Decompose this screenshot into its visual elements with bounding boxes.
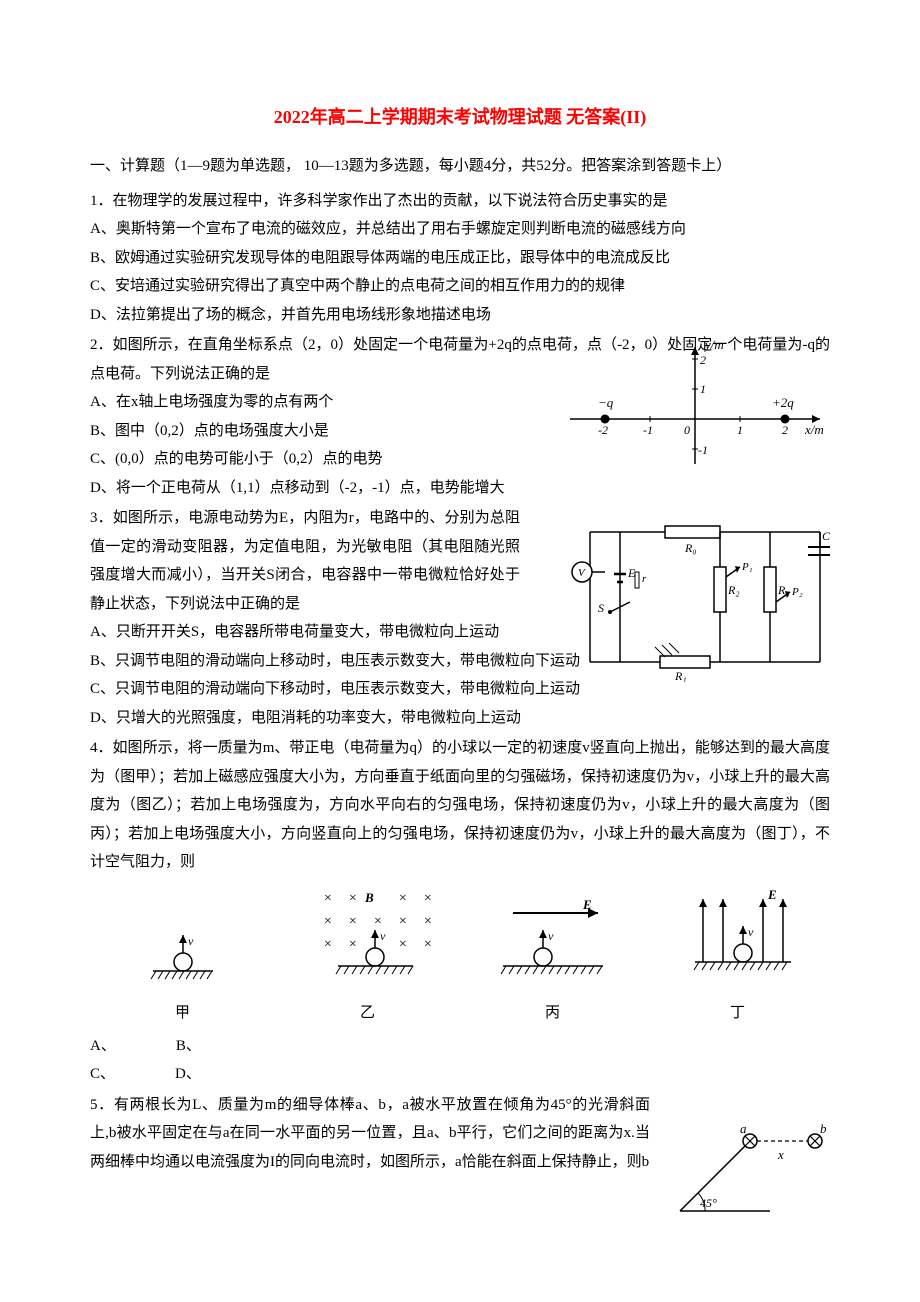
q4-label-a: 甲	[108, 999, 258, 1028]
svg-text:×: ×	[323, 937, 332, 952]
q4-options: A、 B、 C、 D、	[90, 1032, 830, 1089]
q3-text: 3．如图所示，电源电动势为E，内阻为r，电路中的、分别为总阻值一定的滑动变阻器，…	[90, 504, 520, 618]
q4-text: 4．如图所示，将一质量为m、带正电（电荷量为q）的小球以一定的初速度v竖直向上抛…	[90, 734, 830, 877]
q2-option-d: D、将一个正电荷从（1,1）点移动到（-2，-1）点，电势能增大	[90, 474, 520, 503]
q1-option-a: A、奥斯特第一个宣布了电流的磁效应，并总结出了用右手螺旋定则判断电流的磁感线方向	[90, 215, 830, 244]
q1-option-c: C、安培通过实验研究得出了真空中两个静止的点电荷之间的相互作用力的的规律	[90, 272, 830, 301]
question-4: 4．如图所示，将一质量为m、带正电（电荷量为q）的小球以一定的初速度v竖直向上抛…	[90, 734, 830, 1089]
svg-text:-2: -2	[598, 423, 608, 437]
svg-text:v: v	[548, 929, 554, 943]
svg-text:0: 0	[684, 423, 690, 437]
svg-text:R₁: R₁	[674, 669, 687, 682]
q5-incline-figure: a b x 45°	[670, 1121, 830, 1221]
q4-fig-a: v 甲	[108, 907, 258, 1028]
q2-option-b: B、图中（0,2）点的电场强度大小是	[90, 417, 520, 446]
svg-text:B: B	[364, 890, 374, 905]
q2-coordinate-figure: y/m x/m −q +2q -2 -1 0 1 2 1 2 -1	[560, 339, 830, 469]
svg-text:×: ×	[423, 937, 432, 952]
svg-text:a: a	[740, 1121, 747, 1136]
q2-option-a: A、在x轴上电场强度为零的点有两个	[90, 388, 520, 417]
svg-text:−q: −q	[598, 395, 614, 410]
q4-option-b: B、	[176, 1032, 201, 1061]
q3-option-a: A、只断开开关S，电容器所带电荷量变大，带电微粒向上运动	[90, 618, 520, 647]
svg-text:2: 2	[700, 353, 706, 367]
q3-circuit-figure: R₀ C R₂ P₁ R₃ P₂ V E r S	[570, 512, 830, 682]
svg-text:y/m: y/m	[703, 339, 724, 352]
q4-label-d: 丁	[663, 999, 813, 1028]
q1-option-b: B、欧姆通过实验研究发现导体的电阻跟导体两端的电压成正比，跟导体中的电流成反比	[90, 244, 830, 273]
svg-text:v: v	[380, 929, 386, 943]
section-instructions: 一、计算题（1—9题为单选题， 10—13题为多选题，每小题4分，共52分。把答…	[90, 152, 830, 181]
q4-figure-row: v 甲 × × × × × × × × × × ×	[90, 887, 830, 1028]
svg-text:E: E	[767, 887, 777, 902]
svg-text:P₂: P₂	[791, 586, 803, 598]
question-3: 3．如图所示，电源电动势为E，内阻为r，电路中的、分别为总阻值一定的滑动变阻器，…	[90, 504, 830, 732]
svg-text:×: ×	[398, 937, 407, 952]
q4-option-d: D、	[175, 1060, 201, 1089]
svg-text:×: ×	[348, 891, 357, 906]
svg-text:C: C	[822, 529, 830, 543]
question-1: 1．在物理学的发展过程中，许多科学家作出了杰出的贡献，以下说法符合历史事实的是 …	[90, 187, 830, 330]
svg-text:R₀: R₀	[684, 541, 697, 555]
svg-text:1: 1	[700, 382, 706, 396]
question-2: 2．如图所示，在直角坐标系点（2，0）处固定一个电荷量为+2q的点电荷，点（-2…	[90, 331, 830, 502]
q4-fig-b: × × × × × × × × × × × × × B v	[293, 887, 443, 1028]
svg-text:×: ×	[373, 914, 382, 929]
svg-text:P₁: P₁	[741, 561, 753, 573]
svg-text:E: E	[582, 897, 592, 912]
q4-option-c: C、	[90, 1060, 115, 1089]
q4-fig-c: E v 丙	[478, 897, 628, 1028]
svg-text:S: S	[598, 601, 604, 615]
svg-text:v: v	[748, 925, 754, 939]
q4-label-b: 乙	[293, 999, 443, 1028]
svg-text:-1: -1	[698, 443, 708, 457]
svg-text:×: ×	[398, 891, 407, 906]
svg-text:×: ×	[423, 914, 432, 929]
svg-text:x: x	[777, 1147, 784, 1162]
svg-text:1: 1	[737, 423, 743, 437]
q5-text: 5．有两根长为L、质量为m的细导体棒a、b，a被水平放置在倾角为45°的光滑斜面…	[90, 1091, 650, 1177]
svg-text:×: ×	[323, 914, 332, 929]
q1-text: 1．在物理学的发展过程中，许多科学家作出了杰出的贡献，以下说法符合历史事实的是	[90, 187, 830, 216]
svg-text:R₂: R₂	[727, 583, 740, 597]
svg-text:b: b	[820, 1121, 827, 1136]
q3-option-d: D、只增大的光照强度，电阻消耗的功率变大，带电微粒向上运动	[90, 704, 830, 733]
q4-option-a: A、	[90, 1032, 116, 1061]
q2-option-c: C、(0,0）点的电势可能小于（0,2）点的电势	[90, 445, 520, 474]
q4-label-c: 丙	[478, 999, 628, 1028]
svg-text:v: v	[188, 934, 194, 948]
page-title: 2022年高二上学期期末考试物理试题 无答案(II)	[90, 100, 830, 134]
svg-text:-1: -1	[643, 423, 653, 437]
svg-text:×: ×	[398, 914, 407, 929]
svg-text:×: ×	[323, 891, 332, 906]
svg-text:×: ×	[348, 937, 357, 952]
q4-fig-d: E v 丁	[663, 887, 813, 1028]
svg-text:+2q: +2q	[772, 395, 794, 410]
svg-text:45°: 45°	[700, 1196, 717, 1210]
svg-text:2: 2	[782, 423, 788, 437]
svg-text:r: r	[642, 573, 647, 585]
q1-option-d: D、法拉第提出了场的概念，并首先用电场线形象地描述电场	[90, 301, 830, 330]
svg-text:×: ×	[423, 891, 432, 906]
question-5: 5．有两根长为L、质量为m的细导体棒a、b，a被水平放置在倾角为45°的光滑斜面…	[90, 1091, 830, 1177]
svg-text:x/m: x/m	[804, 422, 824, 437]
svg-text:×: ×	[348, 914, 357, 929]
